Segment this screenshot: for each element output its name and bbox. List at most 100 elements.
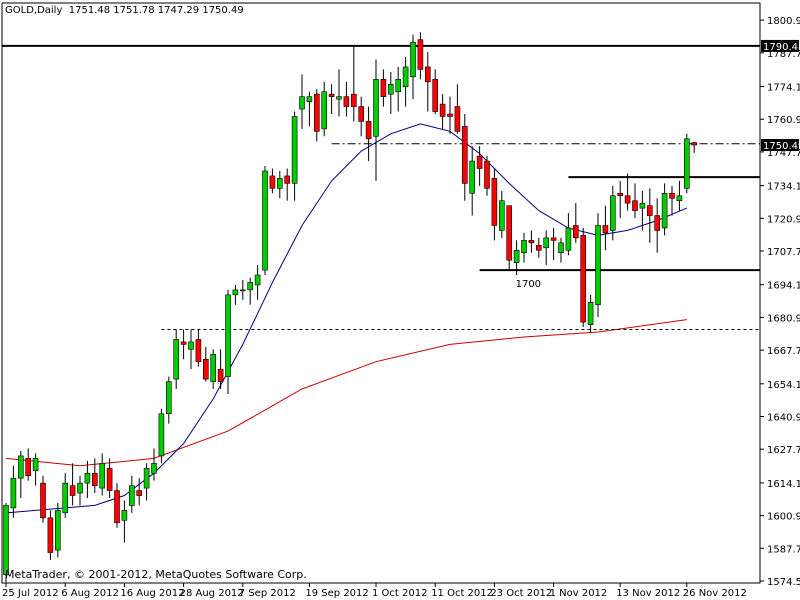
candle — [173, 329, 179, 389]
candle-body — [151, 463, 157, 474]
candle-body — [469, 160, 476, 194]
candle-body — [173, 339, 179, 380]
candle-body — [543, 237, 550, 249]
candle-body — [639, 202, 646, 209]
x-tick-label: 16 Aug 2012 — [120, 588, 184, 599]
candle — [114, 483, 120, 528]
candle-body — [439, 103, 446, 117]
candle — [313, 89, 320, 142]
x-tick-label: 7 Sep 2012 — [239, 588, 296, 599]
candle — [232, 284, 239, 305]
candle-body — [284, 175, 291, 184]
candle — [424, 52, 431, 112]
candle — [254, 265, 261, 300]
candle-body — [32, 458, 39, 472]
candle — [528, 230, 535, 253]
x-tick-label: 23 Oct 2012 — [490, 588, 552, 599]
candle-body — [299, 96, 305, 110]
candle — [210, 349, 216, 389]
candle-body — [521, 240, 527, 254]
candle — [180, 329, 187, 360]
x-tick-label: 25 Jul 2012 — [2, 588, 59, 599]
candle — [358, 96, 365, 137]
candle-body — [247, 282, 253, 291]
candle — [439, 94, 446, 129]
x-tick-label: 11 Oct 2012 — [431, 588, 493, 599]
candle-body — [513, 249, 520, 263]
candle-body — [387, 83, 394, 95]
candle-body — [602, 225, 609, 234]
candle — [92, 458, 98, 494]
candle — [535, 237, 542, 258]
candle — [639, 190, 646, 231]
y-tick-label: 1774.10 — [767, 83, 800, 94]
candle — [40, 475, 46, 523]
x-tick-label: 26 Nov 2012 — [683, 588, 747, 599]
candle — [166, 376, 172, 424]
x-tick-label: 13 Nov 2012 — [616, 588, 680, 599]
candle-body — [461, 126, 468, 184]
candle — [321, 81, 328, 137]
copyright-label: MetaTrader, © 2001-2012, MetaQuotes Soft… — [5, 568, 307, 581]
candle-body — [358, 106, 365, 122]
candle — [395, 66, 402, 112]
candle — [54, 502, 61, 558]
candle-body — [595, 225, 601, 306]
candle — [661, 183, 668, 236]
candle-body — [572, 225, 579, 239]
y-tick-label: 1600.90 — [767, 512, 800, 523]
candle — [595, 213, 601, 318]
candle — [336, 69, 342, 117]
candle — [617, 180, 624, 219]
candle-body — [158, 413, 165, 457]
candle-body — [62, 482, 69, 514]
ohlc-readout: 1751.48 1751.78 1747.29 1750.49 — [68, 5, 244, 16]
candle — [387, 71, 394, 115]
candle — [291, 111, 298, 201]
chart-header: GOLD,Daily 1751.48 1751.78 1747.29 1750.… — [5, 5, 244, 16]
symbol-label: GOLD,Daily — [5, 5, 63, 16]
candle-body — [69, 485, 76, 496]
y-tick-label: 1720.90 — [767, 214, 800, 225]
candle-body — [432, 79, 439, 112]
candle-body — [25, 458, 32, 477]
candle-body — [380, 79, 387, 97]
x-tick-label: 6 Aug 2012 — [61, 588, 119, 599]
candle-body — [328, 93, 335, 97]
candle-body — [10, 477, 17, 509]
candle — [454, 84, 461, 134]
candle-body — [395, 79, 402, 93]
candle — [587, 294, 594, 333]
candle — [32, 453, 39, 486]
candle — [3, 502, 9, 583]
candle-body — [262, 170, 268, 271]
candle-body — [454, 106, 461, 132]
candle-body — [129, 485, 135, 506]
candle — [624, 173, 631, 211]
candle-body — [624, 195, 631, 204]
price-tag: 1750.49 — [761, 138, 800, 152]
candle — [350, 47, 357, 122]
x-tick-label: 1 Nov 2012 — [550, 588, 608, 599]
x-tick-label: 28 Aug 2012 — [180, 588, 244, 599]
candle-body — [321, 91, 328, 130]
candle-body — [402, 66, 409, 88]
candle-body — [661, 192, 668, 229]
price-tag-box — [761, 39, 799, 52]
candle-body — [484, 160, 490, 189]
candle — [299, 74, 305, 129]
plot-border — [1, 2, 761, 584]
candle-body — [77, 482, 83, 494]
candle — [47, 510, 54, 560]
y-tick-label: 1747.70 — [767, 148, 800, 159]
candle — [476, 146, 483, 186]
candle — [77, 475, 83, 506]
candle — [572, 203, 579, 243]
candle-body — [646, 205, 653, 216]
candle — [17, 450, 24, 499]
candle-body — [417, 39, 424, 70]
y-tick-label: 1800.90 — [767, 16, 800, 27]
candle-body — [609, 195, 616, 231]
